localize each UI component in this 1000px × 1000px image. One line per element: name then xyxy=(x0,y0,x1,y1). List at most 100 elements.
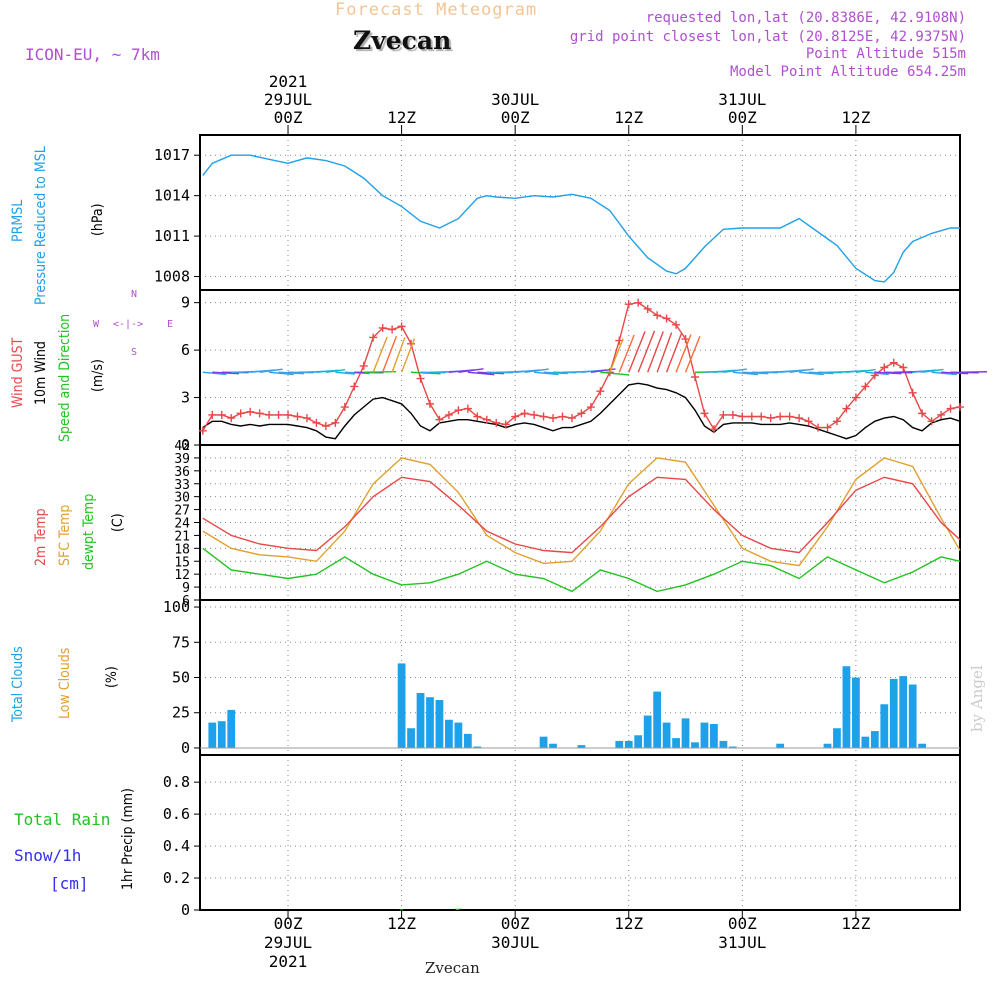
wind-arrow xyxy=(865,371,889,376)
wind-arrow xyxy=(656,332,673,373)
gust-marker xyxy=(378,323,387,332)
top-time-label: 31JUL xyxy=(718,90,766,109)
gust-marker xyxy=(653,311,662,320)
gust-marker xyxy=(899,363,908,372)
pressure-line xyxy=(202,154,960,283)
gust-marker xyxy=(492,418,501,427)
y-tick-label: 0 xyxy=(181,436,190,454)
wind-arrow xyxy=(259,368,283,373)
wind-arrow xyxy=(467,371,495,376)
gust-marker xyxy=(861,382,870,391)
gust-marker xyxy=(757,412,766,421)
gust-marker xyxy=(236,409,245,418)
wind-arrow xyxy=(855,368,876,373)
gust-marker xyxy=(804,417,813,426)
wind-arrow xyxy=(335,371,355,375)
gust-marker xyxy=(359,361,368,370)
panel-frame xyxy=(199,754,961,911)
gust-marker xyxy=(340,403,349,412)
cloud-bar xyxy=(473,746,482,748)
cloud-bar xyxy=(672,738,680,748)
cloud-bar xyxy=(643,715,652,748)
grid-point-coords: grid point closest lon,lat (20.8125E, 42… xyxy=(569,29,966,45)
gust-marker xyxy=(549,414,558,423)
gust-marker xyxy=(567,414,576,423)
cloud-bar xyxy=(861,736,870,748)
wind-arrow xyxy=(637,330,656,373)
y-tick-label: 30 xyxy=(174,491,190,506)
gust-marker xyxy=(558,412,567,421)
wind10-line xyxy=(202,382,961,440)
cloud-bar xyxy=(691,742,699,748)
y-tick-label: 0.2 xyxy=(163,869,190,887)
gust-marker xyxy=(709,425,718,434)
cloud-bar xyxy=(662,722,671,748)
y-tick-label: 0 xyxy=(181,739,190,757)
gust-marker xyxy=(690,372,699,381)
cloud-bar xyxy=(416,693,425,748)
snow-unit-label: [cm] xyxy=(50,874,89,893)
cloud-bar xyxy=(539,736,548,748)
y-tick-label: 1014 xyxy=(154,187,190,205)
gust-marker xyxy=(350,382,359,391)
cloud-bar xyxy=(577,745,586,748)
gust-marker xyxy=(946,404,955,413)
gust-marker xyxy=(937,410,946,419)
top-time-label: 29JUL xyxy=(264,90,312,109)
wind-arrow xyxy=(609,338,624,373)
y-tick-label: 27 xyxy=(174,504,190,519)
gust-marker xyxy=(634,298,643,307)
gust-marker xyxy=(596,387,605,396)
gust-marker xyxy=(265,410,274,419)
wind-arrow xyxy=(732,371,759,376)
gust-marker xyxy=(473,412,482,421)
gust-marker xyxy=(624,300,633,309)
top-time-label: 00Z xyxy=(501,108,530,127)
cloud-bar xyxy=(889,678,898,748)
gust-marker xyxy=(823,423,832,432)
y-tick-label: 0.6 xyxy=(163,805,190,823)
wind-arrow xyxy=(675,334,692,373)
bottom-time-label: 12Z xyxy=(841,914,870,933)
cloud-bar xyxy=(463,733,472,748)
cloud-bar xyxy=(681,718,690,748)
wind-arrow xyxy=(665,332,683,373)
model-altitude: Model Point Altitude 654.25m xyxy=(729,64,966,80)
gust-marker xyxy=(662,314,671,323)
bottom-time-label: 12Z xyxy=(614,914,643,933)
wind-arrow xyxy=(411,371,441,375)
gust-marker xyxy=(700,409,709,418)
y-tick-label: 0 xyxy=(181,901,190,919)
gust-marker xyxy=(444,410,453,419)
top-time-label: 12Z xyxy=(841,108,870,127)
gust-marker xyxy=(918,409,927,418)
cloud-bar xyxy=(710,724,718,748)
footer-location: Zvecan xyxy=(425,959,480,977)
gust-marker xyxy=(501,420,510,429)
compass-e: E xyxy=(167,319,174,330)
wind-arrow xyxy=(382,335,398,373)
cloud-bar xyxy=(899,676,908,748)
gust-marker xyxy=(842,404,851,413)
top-time-label: 12Z xyxy=(387,108,416,127)
gust-marker xyxy=(747,412,756,421)
cloud-bar xyxy=(615,740,624,748)
cloud-bar xyxy=(842,666,851,748)
gust-marker xyxy=(454,406,463,415)
gust-marker xyxy=(331,418,340,427)
wind-arrow xyxy=(534,371,559,376)
y-tick-label: 1008 xyxy=(154,268,190,286)
gust-marker xyxy=(728,410,737,419)
y-tick-label: 18 xyxy=(174,542,190,557)
y-tick-label: 15 xyxy=(174,555,190,570)
top-time-label: 00Z xyxy=(274,108,303,127)
snow-label: Snow/1h xyxy=(14,846,82,865)
wind-arrow xyxy=(269,371,294,376)
sfc-temp-line xyxy=(202,457,961,567)
cloud-bar xyxy=(870,731,879,748)
gust-marker xyxy=(463,404,472,413)
y-tick-label: 9 xyxy=(182,581,190,596)
compass-w: W xyxy=(93,319,100,330)
y-tick-label: 33 xyxy=(174,478,190,493)
